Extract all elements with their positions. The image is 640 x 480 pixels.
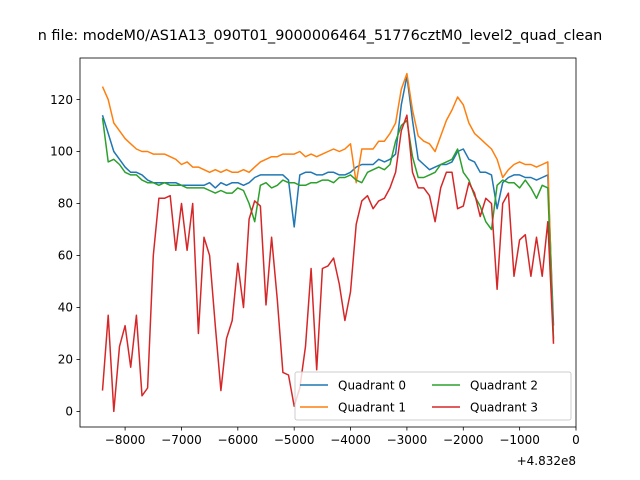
x-tick-label: −6000 <box>218 433 259 447</box>
y-tick-label: 100 <box>50 145 73 159</box>
y-tick-label: 40 <box>58 301 73 315</box>
x-tick-label: −2000 <box>443 433 484 447</box>
x-tick-label: −7000 <box>161 433 202 447</box>
series-layer <box>101 72 555 413</box>
legend-label: Quadrant 2 <box>470 379 538 393</box>
x-tick-label: −8000 <box>105 433 146 447</box>
y-axis: 0 20 40 60 80 100 120 <box>50 93 80 419</box>
y-tick-label: 0 <box>65 405 73 419</box>
x-tick-label: −4000 <box>330 433 371 447</box>
y-tick-label: 20 <box>58 353 73 367</box>
legend-label: Quadrant 1 <box>338 401 406 415</box>
y-tick-label: 60 <box>58 249 73 263</box>
x-offset-label: +4.832e8 <box>517 454 576 468</box>
x-tick-label: −5000 <box>274 433 315 447</box>
y-tick-label: 120 <box>50 93 73 107</box>
series-line-quadrant-3 <box>101 114 555 413</box>
y-tick-label: 80 <box>58 197 73 211</box>
legend-label: Quadrant 3 <box>470 401 538 415</box>
chart-title: n file: modeM0/AS1A13_090T01_9000006464_… <box>38 28 603 44</box>
legend: Quadrant 0 Quadrant 1 Quadrant 2 Quadrant 3 <box>294 371 572 421</box>
series-line-quadrant-2 <box>101 117 555 339</box>
series-line-quadrant-0 <box>101 75 555 326</box>
x-axis: −8000 −7000 −6000 −5000 −4000 −3000 −2000 −1000… <box>105 427 580 447</box>
legend-label: Quadrant 0 <box>338 379 406 393</box>
plot-frame <box>79 57 577 428</box>
x-tick-label: 0 <box>572 433 580 447</box>
x-tick-label: −1000 <box>499 433 540 447</box>
legend-box <box>294 371 572 421</box>
series-line-quadrant-1 <box>101 72 555 342</box>
x-tick-label: −3000 <box>387 433 428 447</box>
